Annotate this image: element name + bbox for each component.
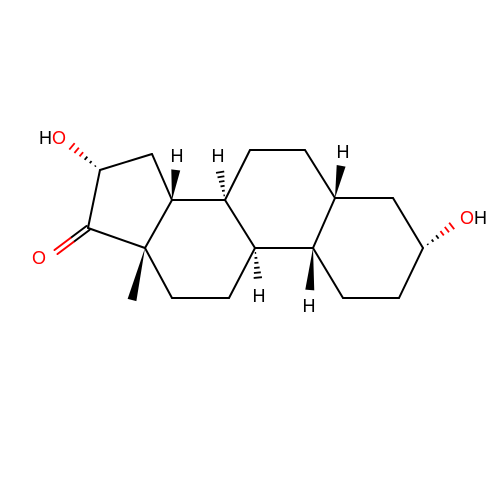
atom-label-o1: OH [460, 208, 487, 228]
atom-label-o16: HO [39, 128, 66, 148]
atom-label-h10: H [253, 286, 266, 306]
atom-label-h14: H [171, 146, 184, 166]
atom-label-o17: O [32, 248, 46, 268]
atom-label-h4: H [303, 296, 316, 316]
atom-label-h5: H [337, 142, 350, 162]
molecule-canvas: O HO OH H H H H H [0, 0, 500, 500]
atom-label-h9: H [212, 146, 225, 166]
